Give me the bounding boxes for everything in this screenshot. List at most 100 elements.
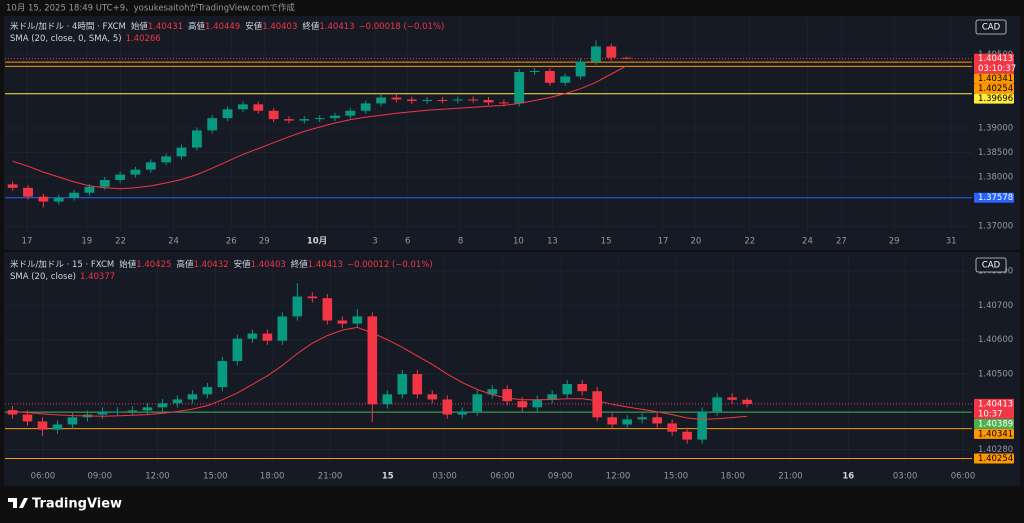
candle-body	[442, 399, 453, 415]
countdown: 10:37	[978, 409, 1003, 419]
chart: 1.408001.407001.406001.405001.4028006:00…	[5, 256, 1014, 482]
candle-body	[517, 401, 528, 408]
price-badge	[974, 192, 1014, 203]
symbol-header: 米ドル/加ドル · 4時間 · FXCM 始値1.40431 高値1.40449 安値…	[10, 21, 444, 32]
x-tick-label: 09:00	[88, 472, 113, 482]
candle-body	[22, 414, 33, 422]
currency: CAD	[982, 261, 1001, 271]
x-tick-label: 21:00	[778, 472, 803, 482]
candle-body	[284, 119, 294, 121]
candle-body	[562, 384, 573, 395]
x-tick-label: 18:00	[720, 472, 745, 482]
ohlc-value: 1.40403	[251, 260, 286, 270]
candle-body	[544, 71, 555, 83]
price-badge-label: 1.40413	[978, 399, 1013, 409]
price-badge	[974, 83, 1014, 94]
candle-body	[247, 333, 258, 339]
candle-body	[667, 423, 677, 432]
candle-body	[592, 391, 602, 418]
candle-body	[202, 387, 213, 395]
candle-body	[382, 394, 393, 405]
x-tick-label: 6	[405, 237, 410, 247]
x-tick-label: 18:00	[260, 472, 285, 482]
candle-body	[299, 119, 310, 121]
candle-body	[352, 316, 363, 324]
y-tick-label: 1.39000	[978, 123, 1013, 133]
candle-body	[742, 399, 752, 404]
x-tick-label: 10	[513, 237, 524, 247]
panel-2	[4, 252, 1020, 486]
x-tick-label: 24	[802, 237, 813, 247]
indicator-name: SMA (20, close)	[10, 272, 76, 282]
candle-body	[452, 99, 463, 101]
ohlc-value: 1.40431	[148, 22, 183, 32]
candle-body	[187, 394, 198, 400]
ohlc-label: 高値	[188, 21, 206, 32]
candle-body	[115, 174, 126, 180]
ohlc-value: 1.40432	[193, 260, 228, 270]
change: −0.00012 (−0.01%)	[347, 260, 433, 270]
candle-body	[532, 399, 543, 408]
candle-body	[37, 421, 48, 430]
candle-body	[232, 338, 243, 362]
price-badge-label: 1.40254	[978, 84, 1013, 94]
candle-body	[575, 61, 586, 77]
candle-body	[7, 410, 18, 415]
candle-body	[330, 115, 340, 119]
ohlc-label: 終値	[302, 21, 320, 32]
candle-body	[607, 417, 617, 425]
x-tick-label: 06:00	[490, 472, 515, 482]
price-badge-label: 1.40341	[978, 429, 1013, 439]
candle-body	[427, 394, 438, 400]
candle-body	[621, 57, 632, 59]
x-tick-label: 22	[115, 237, 126, 247]
price-badge-label: 1.40413	[978, 54, 1013, 64]
candle-body	[622, 419, 632, 425]
price-badge	[974, 53, 1014, 74]
price-badge	[974, 73, 1014, 84]
candle-body	[161, 156, 172, 163]
y-tick-label: 1.40600	[978, 335, 1013, 345]
price-badge	[974, 428, 1014, 439]
price-badge-label: 1.40389	[978, 419, 1013, 429]
candle-body	[191, 130, 202, 148]
candle-body	[397, 374, 408, 395]
x-tick-label: 06:00	[31, 472, 56, 482]
x-tick-label: 15:00	[203, 472, 228, 482]
candle-body	[130, 169, 141, 175]
indicator-value: 1.40266	[126, 34, 161, 44]
candle-body	[547, 394, 558, 400]
change: −0.00018 (−0.01%)	[359, 22, 445, 32]
candle-body	[712, 397, 722, 412]
currency: CAD	[982, 23, 1001, 33]
candle-body	[457, 411, 468, 415]
candle-body	[145, 162, 156, 170]
ohlc-label: 高値	[176, 259, 194, 270]
candle-body	[99, 179, 110, 187]
candle-body	[360, 103, 371, 111]
y-tick-label: 1.40500	[978, 370, 1013, 380]
currency-box	[975, 257, 1007, 273]
x-tick-label: 03:00	[432, 472, 457, 482]
x-tick-label: 3	[372, 237, 377, 247]
candle-body	[391, 97, 402, 100]
candle-body	[502, 389, 513, 402]
ohlc-value: 1.40449	[205, 22, 240, 32]
y-tick-label: 1.38500	[978, 148, 1013, 158]
indicator-header: SMA (20, close) 1.40377	[10, 272, 115, 282]
price-badge-label: 1.40341	[978, 74, 1013, 84]
panel-1	[4, 16, 1020, 250]
candle-body	[67, 417, 78, 425]
x-tick-label: 17	[658, 237, 669, 247]
candle-body	[412, 374, 423, 395]
candle-body	[498, 102, 509, 104]
price-badge-label: 1.37578	[978, 193, 1013, 203]
candle-body	[437, 99, 448, 101]
x-tick-label: 26	[226, 237, 237, 247]
candle-body	[376, 97, 386, 104]
candle-body	[487, 389, 498, 395]
x-tick-label: 12:00	[145, 472, 170, 482]
candle-body	[345, 110, 356, 116]
candle-body	[591, 46, 601, 62]
symbol-header: 米ドル/加ドル · 15 · FXCM 始値1.40425 高値1.40432 安値1…	[10, 259, 433, 270]
